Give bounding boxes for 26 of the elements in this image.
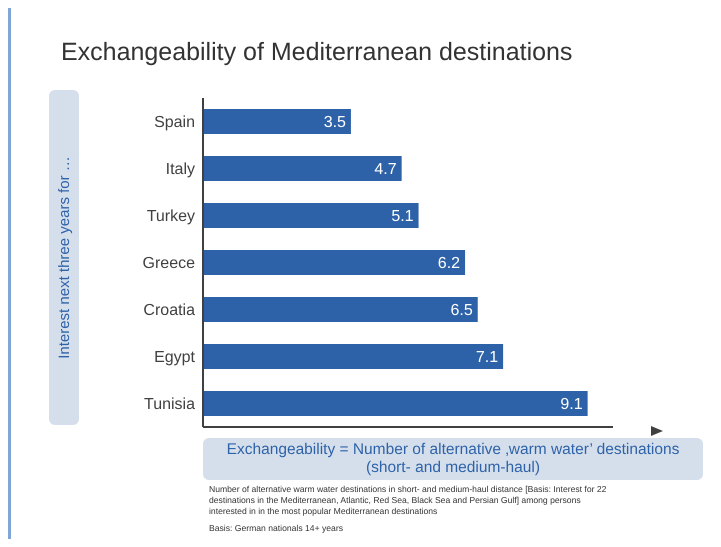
chart-title: Exchangeability of Mediterranean destinations [61, 38, 572, 67]
bar [203, 391, 588, 416]
x-axis-title: Exchangeability = Number of alternative ‚warm water’ destinations (short- and medium-haul) [203, 438, 703, 480]
data-label: 5.1 [391, 208, 414, 226]
y-tick-label: Spain [154, 114, 195, 132]
data-label: 6.2 [438, 255, 460, 272]
text: Number of alternative warm water destinations in short- and medium-haul distance [Basis: Interest for 22 destinations in the Mediterranean, Atlantic, Red Sea, Black Sea and Persian Gulf] among persons interested in in the most popular Mediterranean destinations [209, 484, 608, 517]
y-tick-label: Croatia [143, 302, 196, 320]
text: Basis: German nationals 14+ years [209, 523, 344, 534]
bar [203, 156, 402, 181]
data-label: 4.7 [374, 161, 397, 178]
y-tick-label: Greece [142, 255, 196, 272]
data-label: 3.5 [324, 114, 346, 132]
y-tick-label: Italy [166, 161, 195, 178]
y-tick-label: Tunisia [144, 396, 196, 414]
bar [203, 203, 419, 228]
data-label: 6.5 [450, 302, 473, 320]
y-axis-title: Interest next three years for … [56, 156, 72, 359]
data-label: 7.1 [476, 349, 498, 366]
bar [203, 297, 478, 322]
y-tick-label: Turkey [146, 208, 195, 226]
bar [203, 250, 466, 275]
y-tick-label: Egypt [154, 349, 196, 366]
bar [203, 344, 504, 369]
data-label: 9.1 [560, 396, 583, 414]
bar [203, 109, 351, 134]
